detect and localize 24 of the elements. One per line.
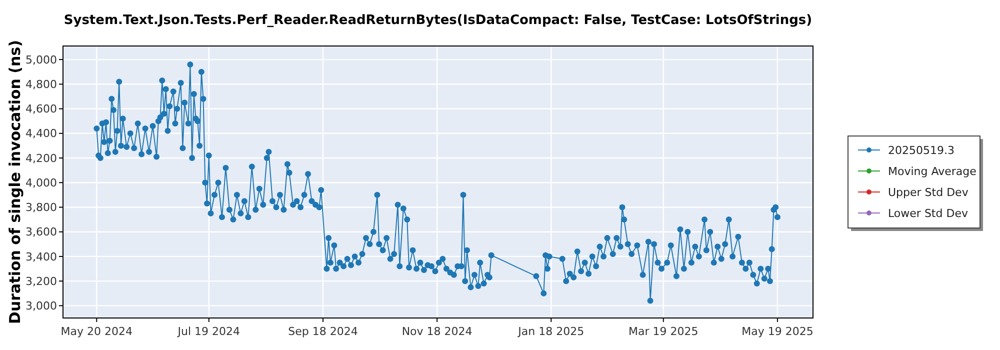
y-tick-label: 4,800 (26, 78, 57, 92)
y-tick-label: 3,600 (26, 226, 57, 239)
y-axis-title: Duration of single invocation (ns) (6, 40, 24, 324)
x-tick-label: Jul 19 2024 (176, 325, 240, 338)
legend-label: 20250519.3 (888, 144, 954, 157)
x-tick-label: May 19 2025 (742, 325, 814, 338)
legend-label: Upper Std Dev (888, 186, 969, 199)
chart-title: System.Text.Json.Tests.Perf_Reader.ReadReturnBytes(IsDataCompact: False, TestCase: LotsOfStrings) (64, 13, 812, 28)
legend-label: Lower Std Dev (888, 206, 968, 220)
y-tick-label: 4,000 (26, 176, 57, 190)
y-tick-label: 4,200 (26, 152, 57, 165)
x-tick-label: Mar 19 2025 (628, 325, 698, 338)
y-tick-label: 4,400 (26, 127, 57, 140)
x-tick-label: May 20 2024 (60, 325, 133, 338)
x-tick-label: Jan 18 2025 (517, 325, 584, 338)
y-tick-label: 5,000 (26, 53, 57, 66)
y-tick-label: 3,200 (26, 274, 57, 288)
y-tick-label: 3,800 (26, 201, 57, 214)
x-tick-label: Sep 18 2024 (288, 325, 358, 338)
y-tick-label: 3,400 (26, 250, 57, 264)
y-tick-label: 3,000 (26, 300, 57, 313)
y-tick-label: 4,600 (26, 102, 57, 116)
legend-label: Moving Average (888, 164, 977, 178)
x-tick-label: Nov 18 2024 (402, 325, 472, 338)
